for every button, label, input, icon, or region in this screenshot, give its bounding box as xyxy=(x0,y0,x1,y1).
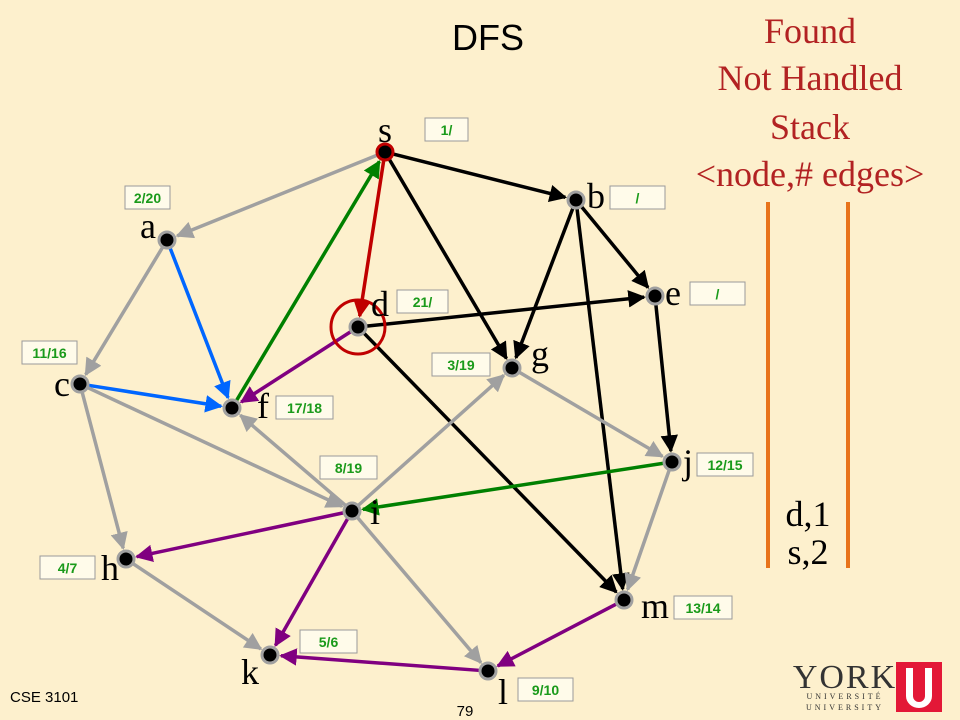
time-label: 21/ xyxy=(413,294,433,310)
time-box xyxy=(124,185,171,210)
stack-entry: s,2 xyxy=(787,532,828,572)
node xyxy=(342,501,362,521)
time-box xyxy=(431,352,491,377)
node-label: m xyxy=(641,586,669,626)
page-number: 79 xyxy=(457,703,474,720)
time-box xyxy=(21,340,78,365)
time-box xyxy=(696,452,754,477)
time-label: 1/ xyxy=(441,122,453,138)
edge xyxy=(653,301,678,453)
time-label: / xyxy=(636,190,640,206)
time-box xyxy=(689,281,746,306)
node xyxy=(645,286,665,306)
node-label: a xyxy=(140,206,156,246)
node xyxy=(116,549,136,569)
node-label: d xyxy=(371,284,389,324)
node xyxy=(566,190,586,210)
time-label: 2/20 xyxy=(134,190,161,206)
edge xyxy=(513,204,576,360)
edge xyxy=(84,244,166,377)
logo-line: UNIVERSITÉ xyxy=(806,691,883,701)
node-label: g xyxy=(531,334,549,374)
edge xyxy=(516,369,665,458)
time-box xyxy=(673,595,733,620)
edge xyxy=(79,389,128,551)
edge xyxy=(361,461,667,516)
logo-u xyxy=(906,668,932,708)
time-label: / xyxy=(716,286,720,302)
node xyxy=(375,142,395,162)
edge xyxy=(239,413,349,509)
edge xyxy=(273,515,351,647)
edge xyxy=(233,159,381,404)
stack-entry: d,1 xyxy=(786,494,831,534)
node-label: j xyxy=(681,442,693,482)
time-box xyxy=(299,629,358,654)
node xyxy=(662,452,682,472)
course: CSE 3101 xyxy=(10,689,78,706)
time-box xyxy=(517,677,574,702)
current-node-ring xyxy=(329,298,387,356)
node-label: l xyxy=(498,672,508,712)
edge xyxy=(574,205,630,591)
time-box xyxy=(424,117,469,142)
node xyxy=(478,661,498,681)
edge xyxy=(386,156,508,361)
node-label: i xyxy=(370,492,380,532)
time-label: 3/19 xyxy=(447,357,474,373)
node-label: h xyxy=(101,548,119,588)
legend-not-handled: Not Handled xyxy=(718,58,903,98)
title: DFS xyxy=(452,17,524,58)
edge xyxy=(353,157,386,318)
time-box xyxy=(319,455,378,480)
edge xyxy=(130,560,263,651)
edge xyxy=(167,244,231,400)
time-box xyxy=(275,395,334,420)
edge xyxy=(135,510,347,563)
time-label: 5/6 xyxy=(319,634,339,650)
time-label: 17/18 xyxy=(287,400,322,416)
time-box xyxy=(396,289,449,314)
node xyxy=(157,230,177,250)
node xyxy=(614,590,634,610)
time-box xyxy=(609,185,666,210)
edge xyxy=(390,151,568,202)
edge xyxy=(84,384,344,508)
edge xyxy=(578,203,650,289)
edge xyxy=(355,374,506,509)
edge xyxy=(279,648,483,673)
node-label: s xyxy=(378,110,392,150)
node-label: e xyxy=(665,273,681,313)
time-label: 8/19 xyxy=(335,460,362,476)
node xyxy=(260,645,280,665)
node-label: f xyxy=(257,386,269,426)
node xyxy=(70,374,90,394)
edge xyxy=(363,290,646,329)
logo-name: YORK xyxy=(793,659,897,696)
edge xyxy=(496,601,620,668)
time-label: 11/16 xyxy=(32,345,66,361)
edge xyxy=(354,514,483,664)
time-box xyxy=(39,555,96,580)
node-label: c xyxy=(54,364,70,404)
time-label: 12/15 xyxy=(707,457,742,473)
legend-found: Found xyxy=(764,11,856,51)
time-label: 13/14 xyxy=(685,600,720,616)
time-label: 9/10 xyxy=(532,682,559,698)
node xyxy=(502,358,522,378)
logo-line: UNIVERSITY xyxy=(806,703,884,712)
edge xyxy=(175,152,381,239)
legend-format: <node,# edges> xyxy=(696,154,925,194)
edge xyxy=(85,383,223,413)
time-label: 4/7 xyxy=(58,560,78,576)
node-label: k xyxy=(241,652,259,692)
edge xyxy=(360,330,618,594)
edge xyxy=(624,467,672,592)
node xyxy=(222,398,242,418)
logo: YORK UNIVERSITÉ UNIVERSITY xyxy=(793,659,942,712)
legend-stack: Stack xyxy=(770,107,850,147)
node-label: b xyxy=(587,176,605,216)
node xyxy=(348,317,368,337)
